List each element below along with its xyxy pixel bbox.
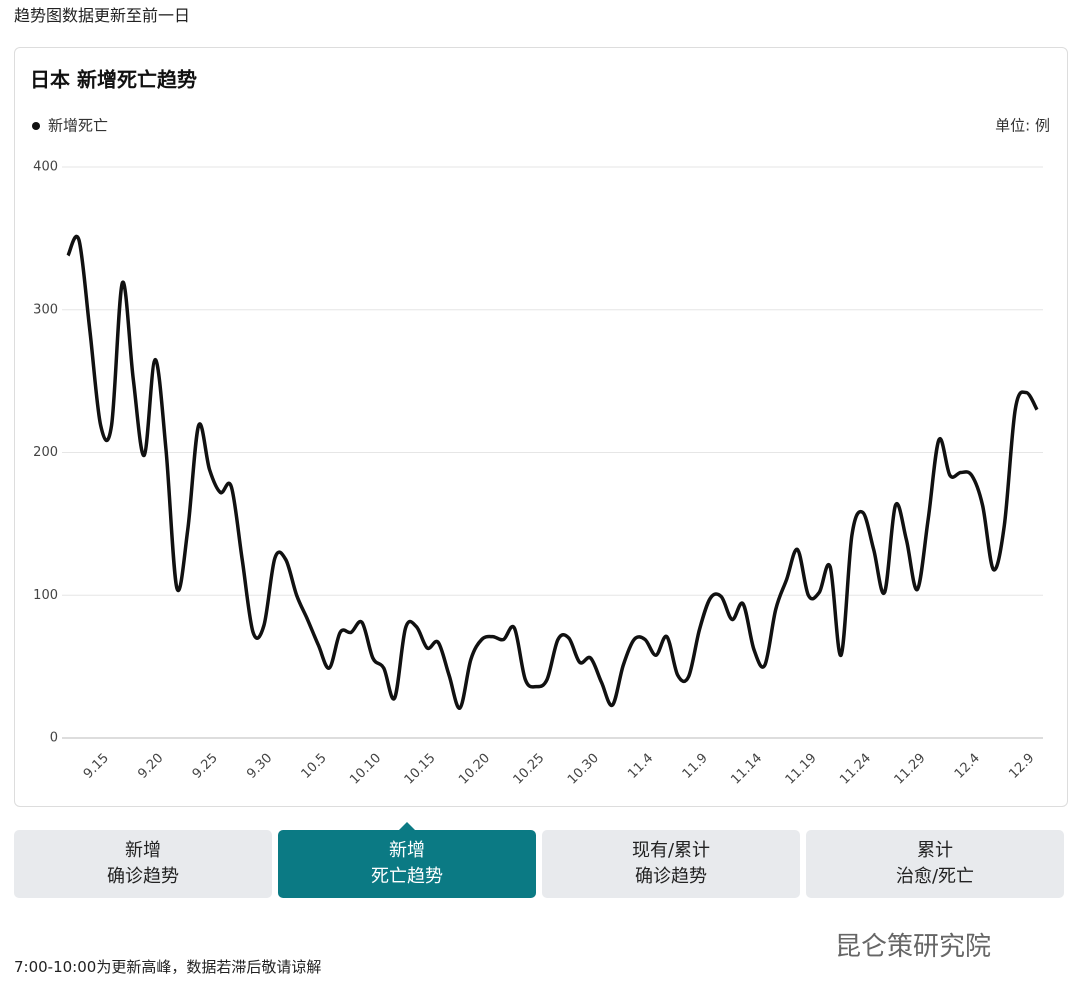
tab-label: 确诊趋势 (107, 866, 179, 887)
watermark: 昆仑策研究院 (835, 932, 992, 962)
x-tick-label: 11.4 (625, 751, 656, 782)
footer-note: 7:00-10:00为更新高峰，数据若滞后敬请谅解 (14, 958, 322, 976)
x-tick-label: 11.19 (783, 751, 820, 788)
tab-label: 累计 (917, 840, 953, 861)
x-tick-label: 10.30 (565, 751, 602, 788)
x-tick-label: 10.25 (511, 751, 548, 788)
data-line (66, 234, 1039, 710)
chart-title: 日本 新增死亡趋势 (30, 68, 197, 92)
unit-label: 单位: 例 (995, 117, 1050, 135)
tab-button[interactable]: 新增 死亡趋势 (278, 822, 536, 898)
x-tick-label: 11.24 (837, 751, 874, 788)
x-tick-label: 10.15 (402, 751, 439, 788)
x-tick-label: 11.14 (728, 751, 765, 788)
legend-marker (32, 122, 40, 130)
tab-button[interactable]: 新增 确诊趋势 (14, 830, 272, 898)
x-tick-label: 10.5 (299, 751, 330, 782)
x-tick-label: 9.30 (244, 751, 275, 782)
x-tick-label: 11.29 (892, 751, 929, 788)
y-tick-label: 300 (33, 302, 58, 317)
y-tick-label: 100 (33, 588, 58, 603)
x-tick-label: 12.4 (952, 751, 983, 782)
chart-card (14, 47, 1068, 807)
x-tick-label: 10.20 (456, 751, 493, 788)
x-tick-label: 12.9 (1006, 751, 1037, 782)
x-tick-label: 9.20 (135, 751, 166, 782)
tab-label: 治愈/死亡 (895, 866, 975, 887)
tab-label: 现有/累计 (631, 840, 711, 861)
legend-label: 新增死亡 (48, 117, 108, 135)
tab-label: 新增 (125, 840, 161, 861)
x-tick-label: 9.15 (81, 751, 112, 782)
tab-label: 新增 (389, 840, 425, 861)
x-tick-label: 10.10 (347, 751, 384, 788)
chart: 日本 新增死亡趋势 新增死亡 单位: 例 0 100 200 300 400 9.15 9.… (30, 68, 1050, 788)
x-tick-label: 11.9 (680, 751, 711, 782)
header-note: 趋势图数据更新至前一日 (14, 6, 191, 25)
x-tick-label: 9.25 (190, 751, 221, 782)
y-tick-label: 200 (33, 445, 58, 460)
tab-button[interactable]: 累计治愈/死亡 (806, 830, 1064, 898)
tab-label: 死亡趋势 (371, 866, 443, 887)
y-tick-label: 400 (33, 160, 58, 175)
y-tick-label: 0 (50, 731, 58, 746)
tab-label: 确诊趋势 (635, 866, 707, 887)
tab-button[interactable]: 现有/累计确诊趋势 (542, 830, 800, 898)
